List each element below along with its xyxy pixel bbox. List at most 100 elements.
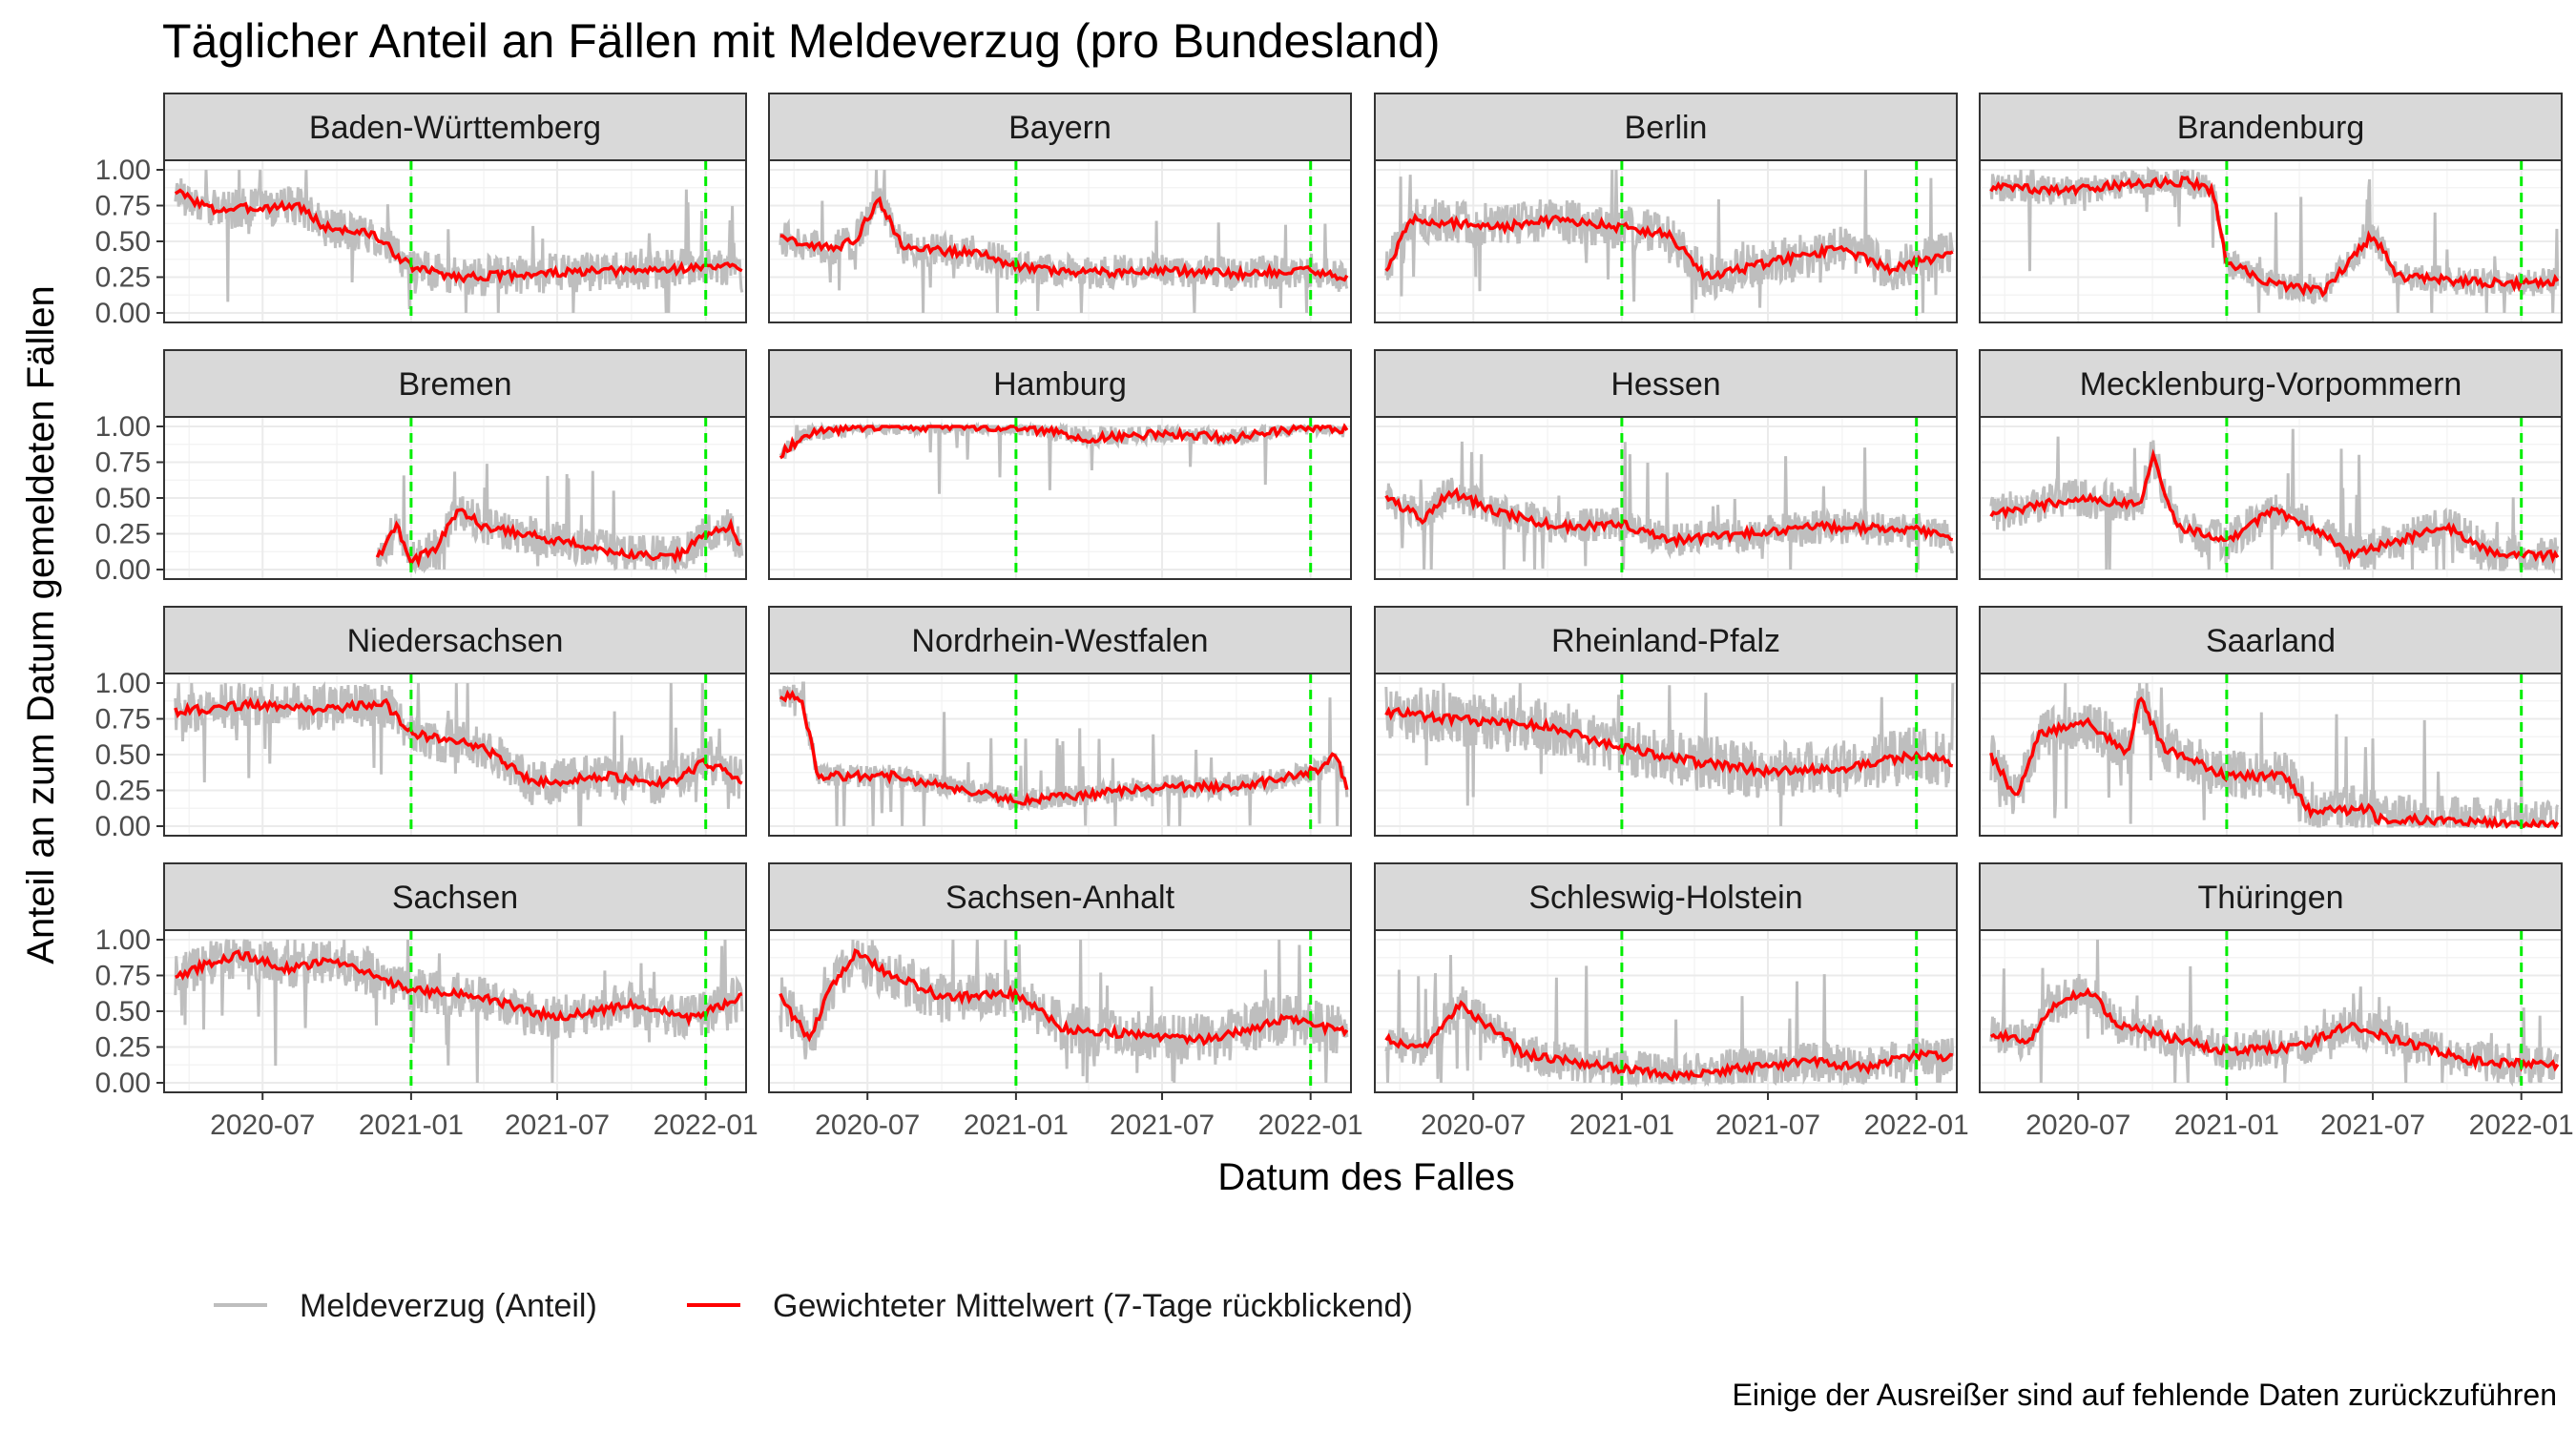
facet-strip — [1979, 862, 2563, 931]
y-tick-label: 0.50 — [95, 739, 151, 771]
panel-border — [768, 673, 1352, 837]
y-tick-label: 0.25 — [95, 1032, 151, 1064]
panel-border — [768, 929, 1352, 1093]
facet-strip-label: Baden-Württemberg — [309, 110, 601, 146]
facet-strip — [768, 349, 1352, 418]
legend-label: Gewichteter Mittelwert (7-Tage rückblick… — [773, 1288, 1413, 1324]
y-tick-label: 0.50 — [95, 996, 151, 1027]
facet-strip-label: Thüringen — [2197, 880, 2343, 916]
chart-title: Täglicher Anteil an Fällen mit Meldeverz… — [162, 14, 1441, 68]
facet-strip — [1374, 349, 1958, 418]
panel-border — [1979, 673, 2563, 837]
legend-item-mittelwert: Gewichteter Mittelwert (7-Tage rückblick… — [687, 1288, 1413, 1324]
caption: Einige der Ausreißer sind auf fehlende D… — [1732, 1378, 2557, 1412]
series-meldeverzug-line — [1384, 169, 1955, 314]
x-tick-label: 2020-07 — [210, 1110, 315, 1141]
series-meldeverzug-line — [174, 939, 744, 1084]
facet-strip-label: Hamburg — [993, 366, 1127, 403]
panel-border — [768, 159, 1352, 323]
panel-nordrhein-westfalen: Nordrhein-Westfalen — [768, 606, 1352, 837]
facet-strip-label: Mecklenburg-Vorpommern — [2080, 366, 2462, 403]
y-tick-label: 0.50 — [95, 226, 151, 258]
x-tick-label: 2020-07 — [1421, 1110, 1526, 1141]
facet-strip — [768, 862, 1352, 931]
panel-baden-w-rttemberg: Baden-Württemberg 0.00 0.25 0.50 0.75 1.00 — [95, 93, 747, 329]
facet-strip-label: Sachsen — [392, 880, 518, 916]
series-meldeverzug-line — [779, 169, 1349, 314]
y-tick-label: 0.00 — [95, 298, 151, 329]
panel-bayern: Bayern — [768, 93, 1352, 323]
x-tick-label: 2020-07 — [815, 1110, 920, 1141]
facet-strip-label: Bayern — [1008, 110, 1111, 146]
facet-strip — [1374, 606, 1958, 674]
x-tick-label: 2022-01 — [2469, 1110, 2574, 1141]
legend-label: Meldeverzug (Anteil) — [300, 1288, 597, 1324]
panel-berlin: Berlin — [1374, 93, 1958, 323]
panel-brandenburg: Brandenburg — [1979, 93, 2563, 323]
y-tick-label: 0.75 — [95, 961, 151, 992]
facet-strip — [768, 93, 1352, 161]
facet-strip — [1979, 349, 2563, 418]
panel-hessen: Hessen — [1374, 349, 1958, 580]
y-tick-label: 0.75 — [95, 191, 151, 222]
y-tick-label: 1.00 — [95, 411, 151, 443]
series-mittelwert-line — [375, 508, 742, 569]
facet-strip-label: Schleswig-Holstein — [1528, 880, 1802, 916]
y-tick-label: 0.25 — [95, 776, 151, 807]
x-tick-label: 2021-01 — [964, 1110, 1069, 1141]
panel-mecklenburg-vorpommern: Mecklenburg-Vorpommern — [1979, 349, 2563, 580]
series-mittelwert-line — [1989, 175, 2560, 299]
series-meldeverzug-line — [1384, 682, 1955, 827]
x-tick-label: 2022-01 — [1864, 1110, 1969, 1141]
panel-border — [1374, 416, 1958, 580]
series-mittelwert-line — [779, 196, 1349, 282]
x-tick-label: 2021-01 — [359, 1110, 464, 1141]
y-tick-label: 0.50 — [95, 483, 151, 514]
facet-strip — [163, 862, 747, 931]
series-meldeverzug-line — [1989, 428, 2560, 574]
y-tick-label: 1.00 — [95, 668, 151, 699]
legend-item-meldeverzug: Meldeverzug (Anteil) — [214, 1288, 597, 1324]
series-meldeverzug-line — [1384, 954, 1955, 1089]
facet-panels: Baden-Württemberg 0.00 0.25 0.50 0.75 1.00 Bay… — [95, 93, 2574, 1141]
x-tick-label: 2021-07 — [1110, 1110, 1215, 1141]
panel-border — [768, 416, 1352, 580]
series-mittelwert-line — [174, 696, 743, 790]
series-mittelwert-line — [1989, 696, 2560, 830]
x-tick-label: 2021-01 — [2174, 1110, 2279, 1141]
series-mittelwert-line — [779, 423, 1349, 460]
series-mittelwert-line — [1989, 448, 2560, 565]
series-mittelwert-line — [1384, 212, 1954, 281]
facet-strip-label: Nordrhein-Westfalen — [911, 623, 1208, 659]
facet-strip — [163, 93, 747, 161]
panel-border — [1374, 929, 1958, 1093]
facet-strip-label: Berlin — [1625, 110, 1708, 146]
facet-strip-label: Hessen — [1610, 366, 1720, 403]
series-mittelwert-line — [1989, 986, 2560, 1072]
facet-strip-label: Brandenburg — [2177, 110, 2365, 146]
facet-strip — [1374, 93, 1958, 161]
panel-sachsen: Sachsen 0.00 0.25 0.50 0.75 1.00 2020-07 2021-0… — [95, 862, 758, 1141]
x-axis-title: Datum des Falles — [1217, 1156, 1514, 1198]
series-mittelwert-line — [1384, 487, 1954, 550]
panel-border — [1374, 159, 1958, 323]
facet-strip — [1979, 606, 2563, 674]
series-mittelwert-line — [1384, 706, 1954, 778]
x-tick-label: 2022-01 — [1258, 1110, 1363, 1141]
y-tick-label: 0.00 — [95, 1068, 151, 1099]
x-tick-label: 2022-01 — [654, 1110, 758, 1141]
facet-strip-label: Saarland — [2206, 623, 2336, 659]
series-mittelwert-line — [1384, 999, 1954, 1083]
panel-schleswig-holstein: Schleswig-Holstein 2020-07 2021-01 2021-07 2… — [1374, 862, 1969, 1141]
series-meldeverzug-line — [1989, 939, 2560, 1088]
panel-niedersachsen: Niedersachsen 0.00 0.25 0.500.75 1.00 — [95, 606, 747, 842]
panel-border — [1979, 159, 2563, 323]
panel-border — [1979, 929, 2563, 1093]
x-tick-label: 2021-01 — [1569, 1110, 1674, 1141]
facet-strip-label: Niedersachsen — [347, 623, 564, 659]
facet-strip — [163, 606, 747, 674]
y-tick-label: 1.00 — [95, 155, 151, 186]
x-tick-label: 2020-07 — [2025, 1110, 2130, 1141]
facet-strip — [1979, 93, 2563, 161]
